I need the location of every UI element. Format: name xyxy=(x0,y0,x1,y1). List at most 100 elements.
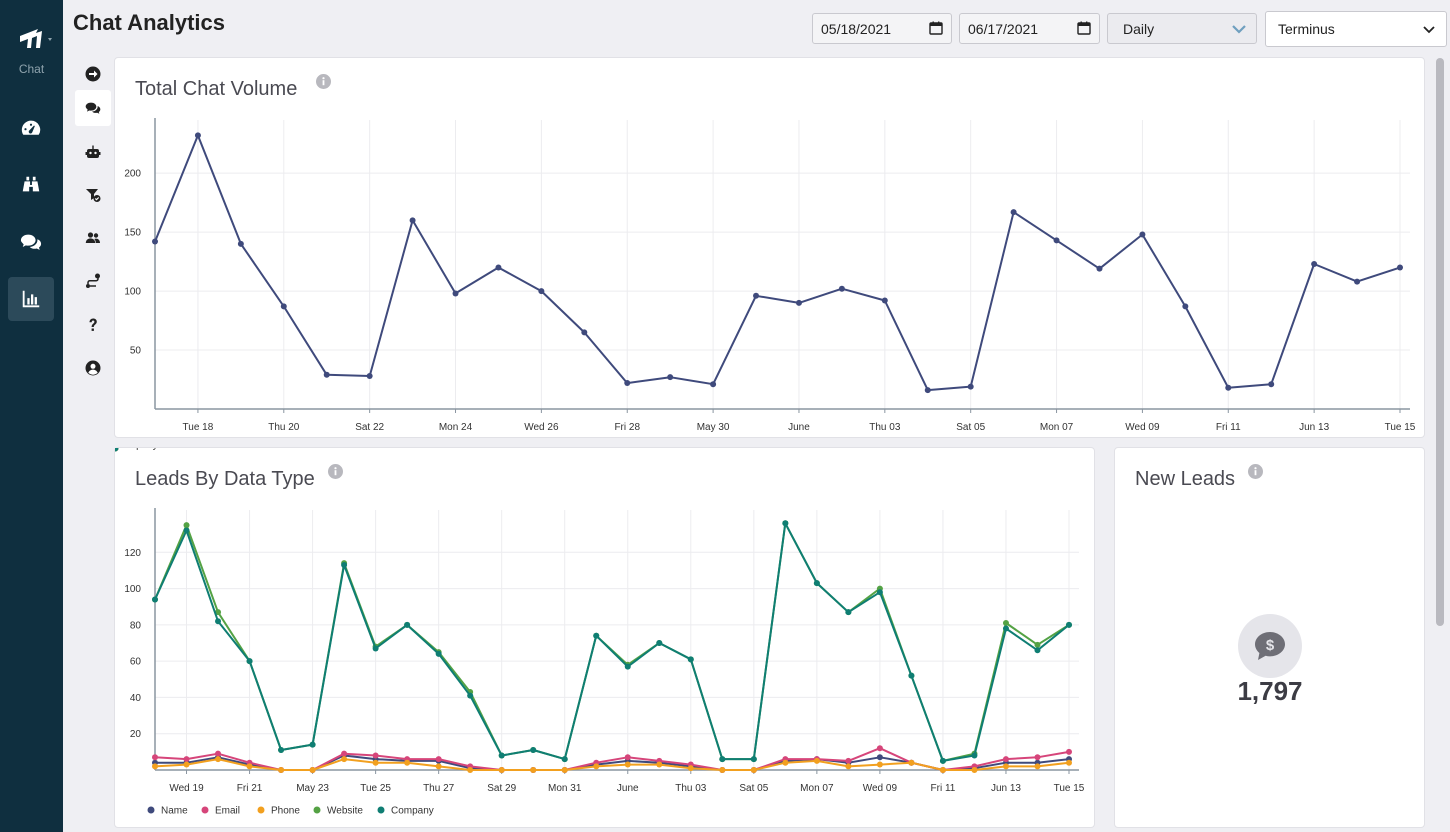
data-point xyxy=(278,747,285,754)
chevron-down-icon xyxy=(1232,25,1246,34)
data-point xyxy=(710,381,717,388)
data-point xyxy=(876,761,883,768)
nav-explore[interactable] xyxy=(8,163,54,207)
data-point xyxy=(309,741,316,748)
y-tick-label: 40 xyxy=(130,693,142,704)
legend-label: Website xyxy=(115,448,151,451)
data-point xyxy=(1139,231,1146,238)
x-tick-label: Mon 07 xyxy=(1040,422,1074,433)
legend-label: Website xyxy=(327,806,363,817)
svg-text:$: $ xyxy=(1266,637,1275,654)
data-point xyxy=(246,658,253,665)
subnav-conversions[interactable] xyxy=(75,177,111,213)
subnav-chats[interactable] xyxy=(75,90,111,126)
data-point xyxy=(908,672,915,679)
data-point xyxy=(581,329,588,336)
legend-marker xyxy=(147,806,155,814)
data-point xyxy=(467,692,474,699)
x-tick-label: Wed 26 xyxy=(524,422,559,433)
chat-bubbles-icon xyxy=(85,102,101,114)
data-point xyxy=(372,759,379,766)
y-tick-label: 150 xyxy=(124,228,141,239)
legend-label: Company xyxy=(391,806,434,817)
data-point xyxy=(435,763,442,770)
data-point xyxy=(183,761,190,768)
account-select[interactable]: Terminus xyxy=(1265,11,1447,47)
interval-value: Daily xyxy=(1123,20,1155,37)
data-point xyxy=(152,754,158,761)
x-tick-label: Mon 24 xyxy=(439,422,473,433)
scrollbar-thumb[interactable] xyxy=(1436,58,1444,626)
subnav-routing[interactable] xyxy=(75,263,111,299)
y-tick-label: 200 xyxy=(124,169,141,180)
subnav-help[interactable] xyxy=(75,307,111,343)
subnav-bots[interactable] xyxy=(75,134,111,170)
x-tick-label: May 23 xyxy=(296,783,329,794)
data-point xyxy=(183,756,190,763)
data-point xyxy=(538,288,545,295)
data-point xyxy=(876,745,883,752)
legend-label: Email xyxy=(115,448,140,451)
info-icon[interactable] xyxy=(328,464,343,479)
data-point xyxy=(409,217,416,224)
nav-analytics[interactable] xyxy=(8,277,54,321)
x-tick-label: Jun 13 xyxy=(991,783,1021,794)
card-title: Total Chat Volume xyxy=(135,78,298,100)
left-nav: Chat xyxy=(0,0,63,832)
data-point xyxy=(971,752,978,759)
data-point xyxy=(881,297,888,304)
data-point xyxy=(1096,265,1103,272)
data-point xyxy=(366,372,373,379)
legend-label: Name xyxy=(161,806,188,817)
info-icon[interactable] xyxy=(316,74,331,89)
data-point xyxy=(1034,754,1041,761)
bar-chart-icon xyxy=(22,290,40,308)
logo-icon[interactable] xyxy=(12,24,52,54)
start-date-value: 05/18/2021 xyxy=(821,20,892,37)
nav-dashboard[interactable] xyxy=(8,106,54,150)
total-chat-volume-chart: 50 100 150 200 Tue 18 Thu 20 Sat 22 Mon 24 Wed 2… xyxy=(124,118,1416,433)
data-point xyxy=(435,756,442,763)
x-tick-label: June xyxy=(788,422,810,433)
chat-bubbles-icon xyxy=(20,234,42,250)
calendar-icon[interactable] xyxy=(929,21,943,35)
nav-conversations[interactable] xyxy=(8,220,54,264)
subnav-overview[interactable] xyxy=(75,56,111,92)
data-point xyxy=(656,761,663,768)
data-point xyxy=(561,756,568,763)
legend-label: Company xyxy=(115,448,158,451)
info-icon[interactable] xyxy=(1248,464,1263,479)
question-icon xyxy=(89,318,97,331)
x-tick-label: Thu 03 xyxy=(675,783,707,794)
data-point xyxy=(404,621,411,628)
data-point xyxy=(924,387,931,394)
data-point xyxy=(1034,763,1041,770)
data-point xyxy=(495,264,502,271)
data-point xyxy=(452,290,459,297)
end-date-input[interactable]: 06/17/2021 xyxy=(959,13,1100,44)
subnav-agents[interactable] xyxy=(75,220,111,256)
x-tick-label: Sat 05 xyxy=(739,783,768,794)
x-tick-label: Sat 05 xyxy=(956,422,985,433)
data-point xyxy=(876,754,883,761)
interval-select[interactable]: Daily xyxy=(1107,13,1257,44)
data-point xyxy=(876,589,883,596)
leads-by-data-type-chart: 20 40 60 80 100 120 Wed 19 Fri 21 May 23 Tue 25 Th… xyxy=(115,448,1085,817)
data-point xyxy=(813,580,820,587)
subnav-profile[interactable] xyxy=(75,350,111,386)
account-value: Terminus xyxy=(1278,21,1335,37)
data-point xyxy=(967,383,974,390)
start-date-input[interactable]: 05/18/2021 xyxy=(812,13,952,44)
calendar-icon[interactable] xyxy=(1077,21,1091,35)
data-point xyxy=(372,645,379,652)
x-tick-label: Thu 27 xyxy=(423,783,455,794)
dashboard-gauge-icon xyxy=(21,120,41,135)
data-point xyxy=(939,757,946,764)
data-point xyxy=(309,767,316,773)
series-line xyxy=(154,522,1070,762)
data-point xyxy=(845,763,852,770)
data-point xyxy=(1010,209,1017,216)
data-point xyxy=(498,767,505,773)
legend-marker xyxy=(201,806,209,814)
data-point xyxy=(750,756,757,763)
